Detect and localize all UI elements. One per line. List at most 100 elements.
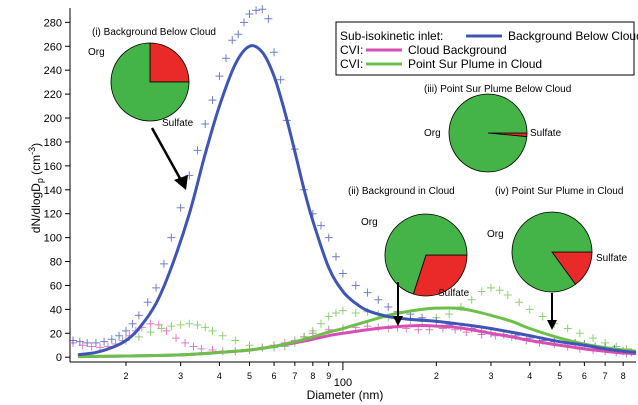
- data-point-marker: [324, 233, 333, 242]
- data-point-marker: [231, 336, 240, 345]
- data-point-marker: [193, 146, 202, 155]
- data-point-marker: [239, 18, 248, 27]
- data-point-marker: [208, 96, 217, 105]
- y-axis-title-subscript: p: [35, 178, 45, 183]
- x-minor-tick-label: 2: [434, 371, 439, 381]
- data-point-marker: [162, 326, 171, 335]
- data-point-marker: [176, 320, 185, 329]
- data-point-marker: [143, 298, 152, 307]
- data-point-marker: [107, 335, 116, 344]
- data-point-marker: [563, 324, 572, 333]
- pie-inset-i-label-sulfate: Sulfate: [162, 118, 194, 129]
- data-point-marker: [83, 338, 92, 347]
- data-point-marker: [176, 203, 185, 212]
- data-point-marker: [100, 337, 109, 346]
- y-tick-label: 180: [44, 137, 62, 149]
- pie-inset-iv-arrowhead: [547, 320, 557, 330]
- data-point-marker: [575, 329, 584, 338]
- pie-slice: [511, 211, 593, 293]
- pie-inset-iii-label-sulfate: Sulfate: [530, 128, 562, 139]
- pie-inset-i-arrow: [150, 127, 184, 183]
- data-point-marker: [115, 331, 124, 340]
- x-minor-tick-label: 7: [603, 371, 608, 381]
- data-point-marker: [324, 312, 333, 321]
- legend-entry-3-label: Point Sur Plume in Cloud: [408, 57, 542, 71]
- data-point-marker: [331, 252, 340, 261]
- pie-inset-ii-label-sulfate: Sulfate: [438, 288, 470, 299]
- data-point-marker: [159, 259, 168, 268]
- data-point-marker: [218, 331, 227, 340]
- data-point-marker: [308, 326, 317, 335]
- pie-inset-ii: (ii) Background in Cloud Org Sulfate: [348, 186, 470, 326]
- x-minor-tick-label: 3: [178, 371, 183, 381]
- x-minor-tick-label: 4: [217, 371, 222, 381]
- data-point-marker: [363, 288, 372, 297]
- data-point-marker: [245, 341, 254, 350]
- y-tick-label: 140: [44, 185, 62, 197]
- data-point-marker: [91, 338, 100, 347]
- pie-inset-iv-title: (iv) Point Sur Plume in Cloud: [495, 186, 623, 197]
- x-major-tick-label: 100: [334, 377, 352, 389]
- legend-entry-3-prefix: CVI:: [340, 57, 363, 71]
- data-point-marker: [317, 221, 326, 230]
- data-point-marker: [477, 287, 486, 296]
- data-point-marker: [276, 75, 285, 84]
- x-minor-tick-label: 8: [310, 371, 315, 381]
- data-point-marker: [146, 319, 155, 328]
- data-point-marker: [134, 332, 143, 341]
- y-tick-label: 60: [50, 280, 62, 292]
- data-point-marker: [189, 342, 198, 351]
- data-point-marker: [317, 319, 326, 328]
- data-point-marker: [351, 308, 360, 317]
- x-axis-title: Diameter (nm): [307, 388, 384, 402]
- y-tick-label: 20: [50, 328, 62, 340]
- y-tick-label: 240: [44, 65, 62, 77]
- pie-inset-iii: (iii) Point Sur Plume Below Cloud Org Su…: [424, 84, 571, 173]
- data-point-marker: [185, 171, 194, 180]
- pie-chart-iv: [511, 211, 593, 293]
- y-tick-label: 40: [50, 304, 62, 316]
- data-point-marker: [228, 36, 237, 45]
- legend: Sub-isokinetic inlet: Background Below C…: [335, 21, 638, 76]
- data-point-marker: [245, 9, 254, 18]
- data-point-marker: [181, 338, 190, 347]
- data-point-marker: [167, 322, 176, 331]
- data-point-marker: [197, 344, 206, 353]
- pie-slice: [149, 42, 190, 83]
- legend-entry-1-prefix: Sub-isokinetic inlet:: [340, 29, 443, 43]
- data-point-marker: [264, 14, 273, 23]
- pie-chart-i: [110, 42, 190, 122]
- fit-line: [77, 306, 637, 359]
- data-point-marker: [338, 269, 347, 278]
- x-minor-tick-label: 2: [123, 371, 128, 381]
- pie-inset-iii-title: (iii) Point Sur Plume Below Cloud: [424, 84, 571, 95]
- data-point-marker: [128, 319, 137, 328]
- data-point-marker: [331, 308, 340, 317]
- fit-lines: [77, 44, 637, 359]
- pie-inset-i: (i) Background Below Cloud Org Sulfate: [88, 27, 216, 190]
- data-point-marker: [157, 324, 166, 333]
- pie-chart-ii: [384, 213, 468, 297]
- y-tick-label: 0: [56, 352, 62, 364]
- x-minor-tick-label: 9: [326, 371, 331, 381]
- data-point-marker: [374, 295, 383, 304]
- pie-slice: [448, 93, 528, 173]
- legend-entry-2-prefix: CVI:: [340, 43, 363, 57]
- legend-entry-2-label: Cloud Background: [408, 43, 507, 57]
- y-axis-title-main: dN/dlogD: [29, 183, 43, 233]
- y-tick-label: 160: [44, 161, 62, 173]
- data-point-marker: [503, 291, 512, 300]
- y-axis-title: dN/dlogDp (cm-3): [27, 143, 45, 233]
- x-axis: 100 2 3 4 5 6 7 8 9 2 3 4 5 6 7 8: [123, 362, 626, 389]
- data-point-marker: [338, 306, 347, 315]
- data-point-marker: [351, 281, 360, 290]
- data-point-marker: [495, 286, 504, 295]
- y-tick-label: 120: [44, 209, 62, 221]
- pie-slice: [110, 42, 190, 122]
- data-point-marker: [486, 283, 495, 292]
- pie-inset-ii-label-org: Org: [361, 217, 378, 228]
- data-point-marker: [152, 283, 161, 292]
- data-point-marker: [201, 323, 210, 332]
- y-tick-label: 200: [44, 113, 62, 125]
